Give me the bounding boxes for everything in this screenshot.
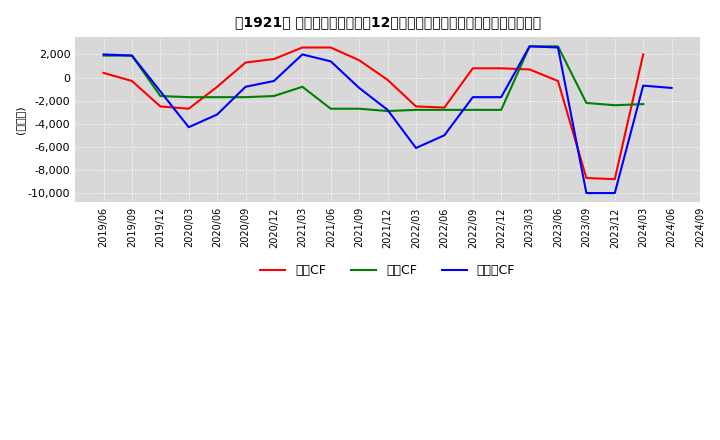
フリーCF <box>156 89 165 94</box>
フリーCF <box>355 85 364 91</box>
投資CF <box>99 53 108 58</box>
投資CF <box>469 107 477 113</box>
投資CF <box>326 106 335 111</box>
営業CF <box>269 56 278 62</box>
投資CF <box>526 44 534 49</box>
フリーCF <box>99 52 108 57</box>
フリーCF <box>497 95 505 100</box>
営業CF <box>241 60 250 65</box>
投資CF <box>156 93 165 99</box>
投資CF <box>383 108 392 114</box>
投資CF <box>355 106 364 111</box>
フリーCF <box>269 78 278 84</box>
営業CF <box>526 67 534 72</box>
営業CF <box>127 78 136 84</box>
投資CF <box>298 84 307 89</box>
営業CF <box>582 176 590 181</box>
フリーCF <box>611 191 619 196</box>
投資CF <box>582 100 590 106</box>
営業CF <box>440 105 449 110</box>
投資CF <box>213 95 222 100</box>
投資CF <box>412 107 420 113</box>
フリーCF <box>526 44 534 49</box>
投資CF <box>497 107 505 113</box>
フリーCF <box>127 53 136 58</box>
投資CF <box>639 102 647 107</box>
フリーCF <box>440 132 449 138</box>
投資CF <box>440 107 449 113</box>
営業CF <box>639 52 647 57</box>
営業CF <box>611 176 619 182</box>
投資CF <box>127 53 136 58</box>
営業CF <box>469 66 477 71</box>
フリーCF <box>213 112 222 117</box>
営業CF <box>554 78 562 84</box>
フリーCF <box>326 59 335 64</box>
Line: フリーCF: フリーCF <box>104 46 672 193</box>
営業CF <box>213 84 222 89</box>
フリーCF <box>469 95 477 100</box>
フリーCF <box>184 125 193 130</box>
営業CF <box>383 77 392 82</box>
営業CF <box>497 66 505 71</box>
営業CF <box>156 104 165 109</box>
フリーCF <box>383 107 392 113</box>
フリーCF <box>582 191 590 196</box>
投資CF <box>241 95 250 100</box>
投資CF <box>611 103 619 108</box>
営業CF <box>184 106 193 111</box>
フリーCF <box>241 84 250 89</box>
営業CF <box>355 58 364 63</box>
フリーCF <box>412 145 420 150</box>
フリーCF <box>554 45 562 50</box>
フリーCF <box>639 83 647 88</box>
Line: 営業CF: 営業CF <box>104 48 643 179</box>
営業CF <box>326 45 335 50</box>
営業CF <box>412 104 420 109</box>
営業CF <box>99 70 108 76</box>
フリーCF <box>667 85 676 91</box>
フリーCF <box>298 52 307 57</box>
Title: 　1921、 キャッシュフローの12か月移動合計の対前年同期増減額の推移: 1921、 キャッシュフローの12か月移動合計の対前年同期増減額の推移 <box>235 15 541 29</box>
Line: 投資CF: 投資CF <box>104 46 643 111</box>
投資CF <box>184 95 193 100</box>
投資CF <box>554 44 562 49</box>
投資CF <box>269 93 278 99</box>
営業CF <box>298 45 307 50</box>
Legend: 営業CF, 投資CF, フリーCF: 営業CF, 投資CF, フリーCF <box>255 259 520 282</box>
Y-axis label: (百万円): (百万円) <box>15 106 25 134</box>
